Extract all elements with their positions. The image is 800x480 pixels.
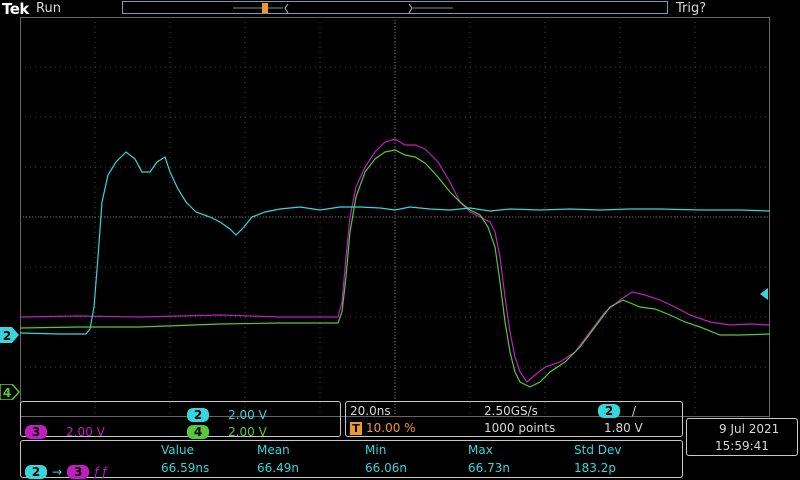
ch2-ground-marker[interactable]: 2 <box>0 327 20 347</box>
trigger-position-icon: T <box>350 422 362 435</box>
ch4-ground-marker[interactable]: 4 <box>0 384 20 404</box>
waveform-graticule <box>20 17 770 417</box>
col-header-max: Max <box>468 443 493 457</box>
trigger-level-marker[interactable] <box>760 285 770 304</box>
trigger-status: Trig? <box>676 1 706 16</box>
ch4-scale: 2.00 V <box>228 425 267 439</box>
record-length: 1000 points <box>484 421 555 435</box>
time: 15:59:41 <box>715 439 769 453</box>
measure-stddev: 183.2p <box>574 461 616 475</box>
measure-max: 66.73n <box>468 461 510 475</box>
date: 9 Jul 2021 <box>719 422 779 436</box>
col-header-min: Min <box>365 443 386 457</box>
top-bar: Tek Run Trig? <box>0 0 800 17</box>
measurement-panel[interactable]: 2 → 3 ƒ ƒ Value Mean Min Max Std Dev 66.… <box>20 440 683 478</box>
ch2-scale: 2.00 V <box>228 408 267 422</box>
trigger-level: 1.80 V <box>604 421 643 435</box>
measure-source-badge: 2 <box>25 465 47 479</box>
ch3-scale-row[interactable]: 3 2.00 V <box>25 421 105 440</box>
trigger-position: 10.00 % <box>366 421 416 435</box>
trigger-slope-icon: / <box>632 404 636 418</box>
timebase-panel[interactable]: 20.0ns T 10.00 % 2.50GS/s 1000 points 2 … <box>345 401 683 437</box>
measure-min: 66.06n <box>365 461 407 475</box>
ch3-badge: 3 <box>25 425 47 439</box>
sample-rate: 2.50GS/s <box>484 404 538 418</box>
ch4-ground-label: 4 <box>3 386 11 400</box>
ch2-ground-label: 2 <box>3 329 11 343</box>
arrow-right-icon: → <box>52 465 62 479</box>
datetime-panel: 9 Jul 2021 15:59:41 <box>686 418 798 456</box>
horizontal-scale: 20.0ns <box>350 404 391 418</box>
measure-target-badge: 3 <box>67 465 89 479</box>
ch4-badge: 4 <box>187 425 209 439</box>
brand-logo: Tek <box>2 0 29 18</box>
col-header-value: Value <box>161 443 194 457</box>
record-view-bar[interactable] <box>122 1 668 14</box>
ch4-scale-row[interactable]: 4 2.00 V <box>187 421 267 440</box>
ch3-scale: 2.00 V <box>66 425 105 439</box>
col-header-stddev: Std Dev <box>574 443 621 457</box>
measure-mean: 66.49n <box>257 461 299 475</box>
acquisition-status: Run <box>36 1 61 16</box>
measure-value: 66.59ns <box>161 461 209 475</box>
channel-scale-panel[interactable]: 2 2.00 V 3 2.00 V 4 2.00 V <box>20 401 341 437</box>
col-header-mean: Mean <box>257 443 290 457</box>
ch2-badge: 2 <box>187 408 209 422</box>
measurement-source[interactable]: 2 → 3 ƒ ƒ <box>25 461 107 480</box>
trigger-source-badge: 2 <box>598 404 620 418</box>
delay-edges-icon: ƒ ƒ <box>94 465 106 479</box>
